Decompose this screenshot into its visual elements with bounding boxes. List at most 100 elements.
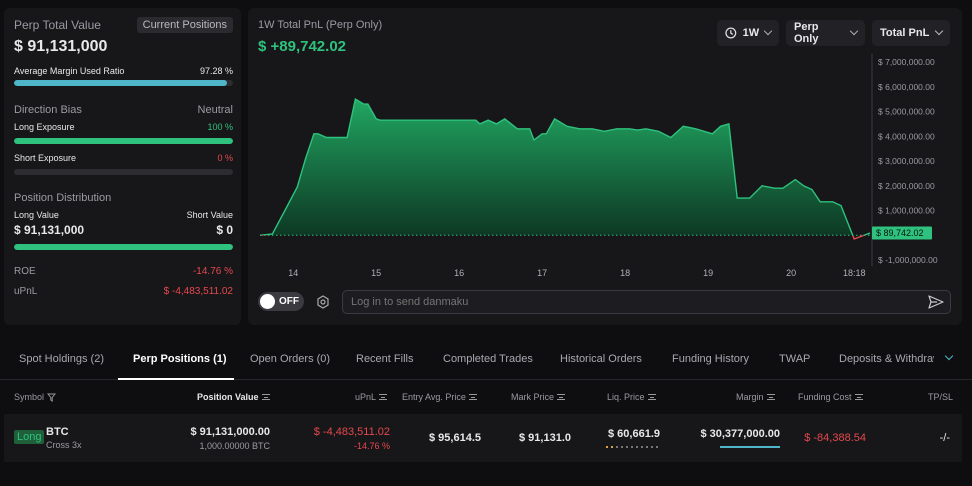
row-entry-price: $ 95,614.5 <box>429 432 481 444</box>
x-tick-label: 14 <box>288 268 298 278</box>
timeframe-value: 1W <box>742 27 760 39</box>
toggle-knob <box>260 294 275 309</box>
table-row[interactable]: Long BTC Cross 3x $ 91,131,000.00 1,000.… <box>4 414 962 462</box>
margin-bar-fill <box>14 80 228 86</box>
row-liq-price: $ 60,661.9 <box>608 428 660 440</box>
tab-historical-orders[interactable]: Historical Orders <box>560 353 642 365</box>
distribution-fill <box>14 244 233 250</box>
col-position-value-label: Position Value <box>197 392 259 402</box>
x-tick-label: 18 <box>620 268 630 278</box>
long-value-label: Long Value <box>14 210 59 220</box>
x-tick-label: 18:18 <box>843 268 866 278</box>
pnl-area-chart: $ 7,000,000.00 $ 6,000,000.00 $ 5,000,000.… <box>259 54 938 278</box>
chevron-down-icon[interactable] <box>944 351 954 361</box>
sort-icon <box>854 394 863 400</box>
chart-title: 1W Total PnL (Perp Only) <box>258 19 383 31</box>
row-funding-cost: $ -84,388.54 <box>804 432 866 444</box>
long-exposure-value: 100 % <box>207 122 233 132</box>
pnl-chart-panel: 1W Total PnL (Perp Only) $ +89,742.02 1W… <box>248 8 962 325</box>
sort-icon <box>557 394 566 400</box>
metric-dropdown[interactable]: Total PnL <box>872 20 950 46</box>
distribution-label: Position Distribution <box>14 192 112 204</box>
row-tpsl[interactable]: -/- <box>939 432 950 444</box>
col-mark-label: Mark Price <box>511 392 555 402</box>
y-tick-label: $ 7,000,000.00 <box>878 57 935 67</box>
danmaku-input-wrap[interactable] <box>342 290 951 314</box>
tab-completed-trades[interactable]: Completed Trades <box>443 353 533 365</box>
col-position-value[interactable]: Position Value <box>197 392 270 402</box>
direction-label: Direction Bias <box>14 104 82 116</box>
margin-bar <box>14 80 233 86</box>
summary-panel: Perp Total Value Current Positions $ 91,… <box>4 8 241 325</box>
col-liq-price[interactable]: Liq. Price <box>607 392 656 402</box>
active-tab-indicator <box>118 378 234 380</box>
col-symbol-label: Symbol <box>14 392 45 402</box>
long-exposure-bar <box>14 138 233 144</box>
y-tick-label: $ 4,000,000.00 <box>878 131 935 141</box>
settings-icon[interactable] <box>316 295 330 309</box>
current-value-tag: $ 89,742.02 <box>872 226 932 240</box>
total-value: $ 91,131,000 <box>14 38 108 55</box>
roe-label: ROE <box>14 266 36 277</box>
sort-icon <box>261 394 270 400</box>
y-tick-label: $ 2,000,000.00 <box>878 181 935 191</box>
row-margin: $ 30,377,000.00 <box>700 428 780 440</box>
row-position-size: 1,000.00000 BTC <box>199 441 270 451</box>
upnl-value: $ -4,483,511.02 <box>163 286 233 297</box>
row-upnl: $ -4,483,511.02 <box>313 426 390 438</box>
col-margin[interactable]: Margin <box>736 392 775 402</box>
y-tick-label: $ 1,000,000.00 <box>878 206 935 216</box>
col-mark-price[interactable]: Mark Price <box>511 392 566 402</box>
col-liq-label: Liq. Price <box>607 392 645 402</box>
summary-title: Perp Total Value <box>14 18 101 32</box>
long-exposure-label: Long Exposure <box>14 122 75 132</box>
col-tpsl-label: TP/SL <box>928 392 954 402</box>
col-funding-cost[interactable]: Funding Cost <box>798 392 863 402</box>
margin-value: 97.28 % <box>199 66 233 76</box>
current-value-label: $ 89,742.02 <box>876 228 924 238</box>
sort-icon <box>379 394 388 400</box>
margin-label: Average Margin Used Ratio <box>14 66 125 76</box>
current-positions-tab[interactable]: Current Positions <box>136 17 233 33</box>
danmaku-input[interactable] <box>343 291 903 313</box>
tab-perp-positions[interactable]: Perp Positions (1) <box>133 353 227 365</box>
timeframe-dropdown[interactable]: 1W <box>717 20 779 46</box>
row-symbol[interactable]: BTC <box>46 426 69 438</box>
liq-risk-dots <box>606 446 661 448</box>
sort-icon <box>647 394 656 400</box>
row-mark-price: $ 91,131.0 <box>519 432 571 444</box>
col-upnl[interactable]: uPnL <box>355 392 388 402</box>
col-funding-label: Funding Cost <box>798 392 852 402</box>
tab-recent-fills[interactable]: Recent Fills <box>356 353 414 365</box>
tab-overflow-clip: Deposits & Withdrawals <box>839 340 934 380</box>
row-leverage: Cross 3x <box>46 440 82 450</box>
short-value-label: Short Value <box>186 210 233 220</box>
positions-table: Symbol Position Value uPnL Entry Avg. Pr… <box>4 381 962 463</box>
filter-icon[interactable] <box>47 393 57 402</box>
distribution-bar <box>14 244 233 250</box>
row-upnl-pct: -14.76 % <box>353 441 390 451</box>
y-tick-label: $ 5,000,000.00 <box>878 107 935 117</box>
danmaku-toggle[interactable]: OFF <box>258 292 304 311</box>
row-position-value: $ 91,131,000.00 <box>190 426 270 438</box>
col-upnl-label: uPnL <box>355 392 377 402</box>
long-value: $ 91,131,000 <box>14 223 85 237</box>
col-entry-price[interactable]: Entry Avg. Price <box>402 392 477 402</box>
tab-open-orders[interactable]: Open Orders (0) <box>250 353 331 365</box>
tab-twap[interactable]: TWAP <box>779 353 811 365</box>
x-tick-label: 20 <box>786 268 796 278</box>
col-symbol[interactable]: Symbol <box>14 392 57 402</box>
y-tick-label: $ -1,000,000.00 <box>878 255 938 265</box>
tab-funding-history[interactable]: Funding History <box>672 353 750 365</box>
short-value: $ 0 <box>216 223 233 237</box>
send-icon[interactable] <box>928 295 944 309</box>
long-exposure-fill <box>14 138 233 144</box>
filter-dropdown[interactable]: Perp Only <box>786 20 865 46</box>
short-exposure-bar <box>14 169 233 175</box>
toggle-label: OFF <box>279 296 299 307</box>
upnl-label: uPnL <box>14 286 38 297</box>
metric-value: Total PnL <box>880 27 930 39</box>
tab-deposits-withdrawals[interactable]: Deposits & Withdrawals <box>839 353 934 365</box>
short-exposure-value: 0 % <box>217 153 233 163</box>
tab-spot-holdings[interactable]: Spot Holdings (2) <box>19 353 104 365</box>
